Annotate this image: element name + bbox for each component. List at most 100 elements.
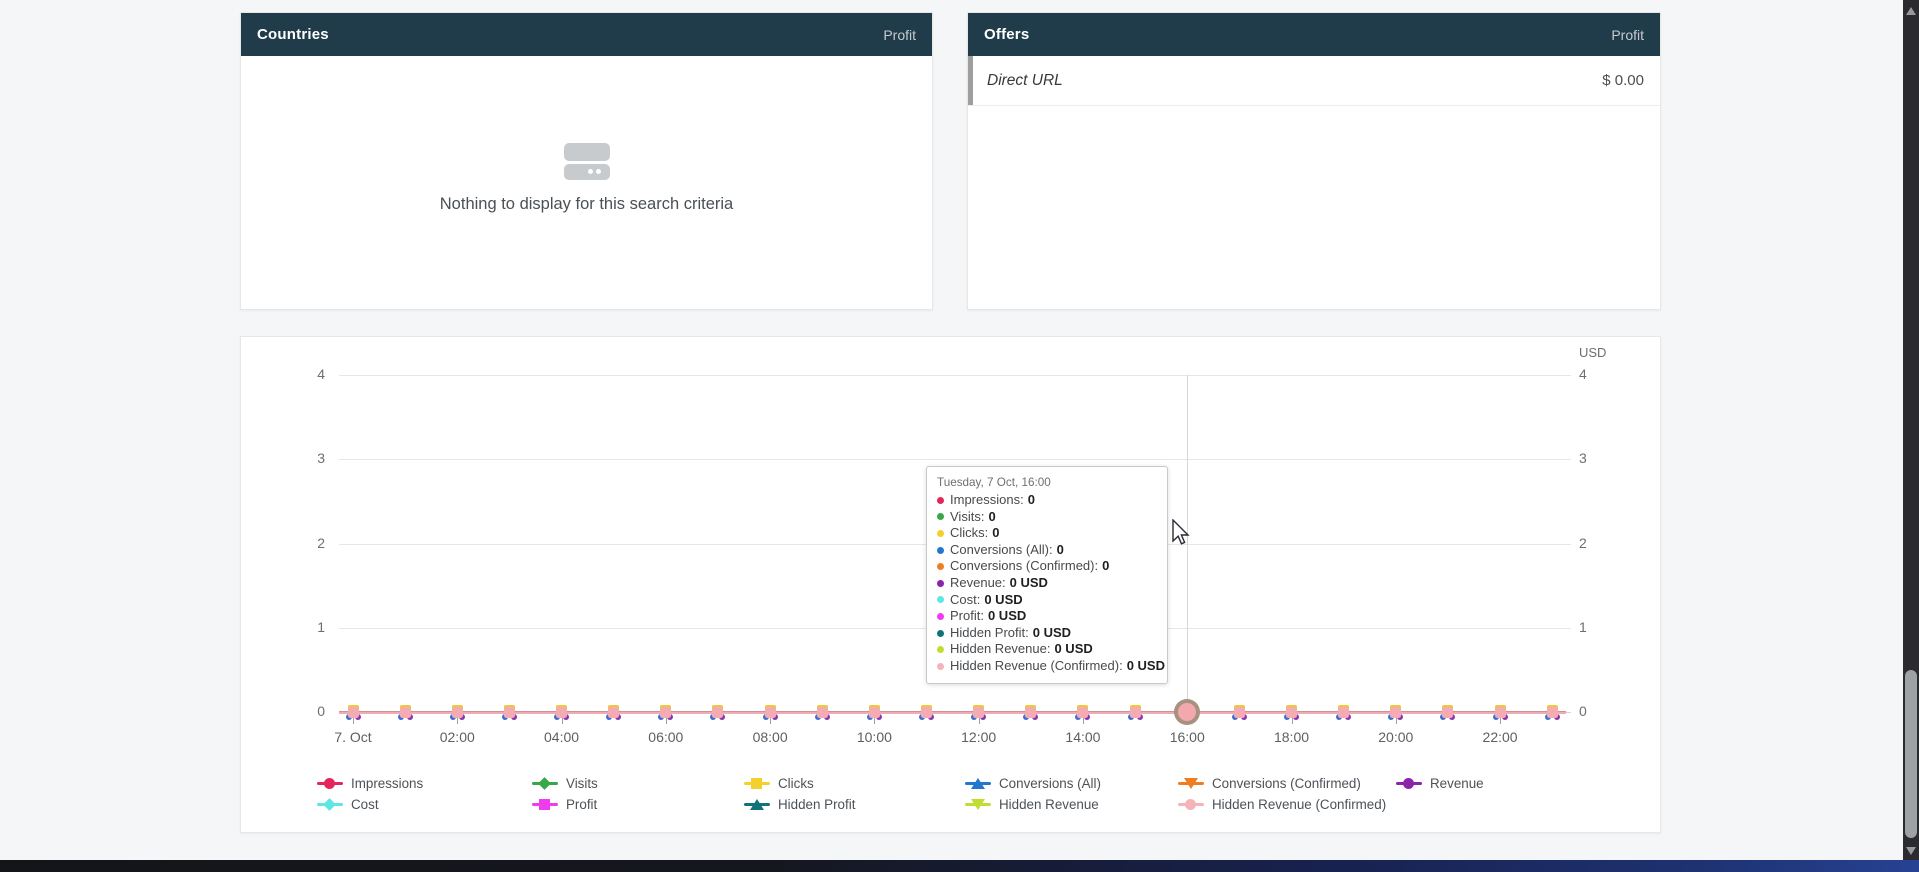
tooltip-title: Tuesday, 7 Oct, 16:00 bbox=[937, 476, 1051, 489]
tooltip-row: Conversions (All): 0 bbox=[937, 542, 1157, 559]
legend-item[interactable]: Hidden Profit bbox=[744, 796, 855, 813]
marker-core bbox=[503, 706, 515, 718]
y-axis-label: 2 bbox=[1579, 534, 1587, 551]
marker-core bbox=[764, 706, 776, 718]
scrollbar[interactable] bbox=[1903, 0, 1919, 872]
offers-title: Offers bbox=[984, 26, 1030, 43]
x-axis-label: 10:00 bbox=[856, 729, 892, 745]
legend-marker-circle bbox=[1178, 797, 1204, 812]
tooltip-bullet bbox=[937, 546, 944, 554]
marker-core bbox=[1129, 706, 1141, 718]
legend-item[interactable]: Hidden Revenue bbox=[965, 796, 1099, 813]
scroll-up-arrow-icon[interactable] bbox=[1906, 7, 1916, 15]
countries-title: Countries bbox=[257, 26, 329, 43]
data-point-marker[interactable] bbox=[501, 704, 517, 720]
tooltip-label: Hidden Profit: bbox=[950, 624, 1029, 640]
data-point-marker[interactable] bbox=[762, 704, 778, 720]
legend-marker-shape bbox=[1403, 778, 1414, 789]
data-point-marker[interactable] bbox=[1127, 704, 1143, 720]
offers-header: Offers Profit bbox=[968, 13, 1660, 56]
tooltip-value: 0 USD bbox=[1009, 574, 1048, 590]
tooltip-row: Revenue: 0 USD bbox=[937, 575, 1157, 592]
y-axis-label: 0 bbox=[1579, 703, 1587, 719]
legend-marker-triangle-up bbox=[965, 776, 991, 791]
x-axis-label: 12:00 bbox=[961, 729, 997, 745]
y-axis-label: 1 bbox=[1579, 618, 1587, 635]
x-axis-tick bbox=[665, 715, 667, 724]
legend-marker-diamond bbox=[317, 797, 343, 812]
data-point-marker[interactable] bbox=[710, 704, 726, 720]
marker-core bbox=[712, 706, 724, 718]
data-point-marker[interactable] bbox=[866, 704, 882, 720]
tooltip-label: Profit: bbox=[950, 608, 984, 624]
countries-header: Countries Profit bbox=[241, 13, 932, 56]
y-axis-label: 3 bbox=[317, 450, 325, 467]
data-point-marker[interactable] bbox=[1023, 704, 1039, 720]
offer-profit-value: $ 0.00 bbox=[1602, 72, 1644, 89]
x-axis-tick bbox=[770, 715, 772, 724]
tooltip-row: Clicks: 0 bbox=[937, 525, 1157, 542]
legend-label: Profit bbox=[566, 797, 598, 812]
y-axis-label: 0 bbox=[317, 703, 325, 719]
data-point-marker[interactable] bbox=[658, 704, 674, 720]
data-point-marker[interactable] bbox=[1388, 704, 1404, 720]
data-point-marker[interactable] bbox=[814, 704, 830, 720]
data-point-marker[interactable] bbox=[919, 704, 935, 720]
data-point-marker[interactable] bbox=[449, 704, 465, 720]
legend-marker-triangle-up bbox=[744, 797, 770, 812]
legend-marker-shape bbox=[324, 778, 335, 789]
data-point-marker[interactable] bbox=[1075, 704, 1091, 720]
data-point-marker[interactable] bbox=[1492, 704, 1508, 720]
legend-marker-shape bbox=[750, 799, 764, 810]
legend-item[interactable]: Conversions (All) bbox=[965, 775, 1101, 792]
legend-marker-shape bbox=[1184, 778, 1198, 789]
legend-marker-triangle-down bbox=[965, 797, 991, 812]
x-axis-label: 22:00 bbox=[1482, 729, 1518, 745]
tooltip-value: 0 bbox=[1056, 541, 1064, 557]
y-axis-label: 3 bbox=[1579, 450, 1587, 467]
x-axis-tick bbox=[874, 715, 876, 724]
legend-item[interactable]: Profit bbox=[532, 796, 597, 813]
data-point-marker[interactable] bbox=[1336, 704, 1352, 720]
scrollbar-thumb[interactable] bbox=[1905, 670, 1917, 838]
hovered-point-marker[interactable] bbox=[1174, 699, 1201, 725]
tooltip-bullet bbox=[937, 563, 944, 571]
tooltip-value: 0 USD bbox=[1032, 624, 1072, 640]
chart-panel: USD 4 4 3 3 2 2 1 1 0 0 7. Oct 02:00 04:00 06:00 08:00 1… bbox=[240, 336, 1661, 833]
tooltip-label: Visits: bbox=[950, 508, 985, 524]
legend-marker-diamond bbox=[532, 776, 558, 791]
legend-label: Visits bbox=[566, 776, 598, 791]
legend-item[interactable]: Cost bbox=[317, 796, 379, 813]
scroll-down-arrow-icon[interactable] bbox=[1906, 847, 1916, 855]
tooltip-row: Impressions: 0 bbox=[937, 492, 1157, 509]
crosshair-line bbox=[1187, 375, 1189, 712]
tooltip-row: Hidden Revenue: 0 USD bbox=[937, 641, 1157, 658]
data-point-marker[interactable] bbox=[971, 704, 987, 720]
data-point-marker[interactable] bbox=[1544, 704, 1560, 720]
legend-item[interactable]: Visits bbox=[532, 775, 598, 792]
offer-row[interactable]: Direct URL $ 0.00 bbox=[968, 56, 1660, 106]
data-point-marker[interactable] bbox=[1284, 704, 1300, 720]
tooltip-bullet bbox=[937, 596, 944, 604]
x-axis-label: 02:00 bbox=[439, 729, 475, 745]
legend-item[interactable]: Clicks bbox=[744, 775, 814, 792]
empty-state: Nothing to display for this search crite… bbox=[241, 143, 932, 214]
data-point-marker[interactable] bbox=[606, 704, 622, 720]
data-point-marker[interactable] bbox=[345, 704, 361, 720]
legend-item[interactable]: Revenue bbox=[1396, 775, 1484, 792]
data-point-marker[interactable] bbox=[554, 704, 570, 720]
data-point-marker[interactable] bbox=[397, 704, 413, 720]
legend-item[interactable]: Conversions (Confirmed) bbox=[1178, 775, 1361, 792]
marker-core bbox=[556, 706, 568, 718]
card-stack-icon bbox=[563, 143, 610, 180]
data-point-marker[interactable] bbox=[1440, 704, 1456, 720]
legend-marker-triangle-down bbox=[1178, 776, 1204, 791]
tooltip-value: 0 bbox=[992, 525, 1000, 541]
legend-item[interactable]: Impressions bbox=[317, 775, 423, 792]
x-axis-label: 18:00 bbox=[1273, 729, 1310, 745]
data-point-marker[interactable] bbox=[1231, 704, 1247, 720]
marker-core bbox=[1546, 706, 1558, 718]
legend-item[interactable]: Hidden Revenue (Confirmed) bbox=[1178, 796, 1386, 813]
x-axis-tick bbox=[1500, 715, 1502, 724]
x-axis-tick bbox=[561, 715, 563, 724]
